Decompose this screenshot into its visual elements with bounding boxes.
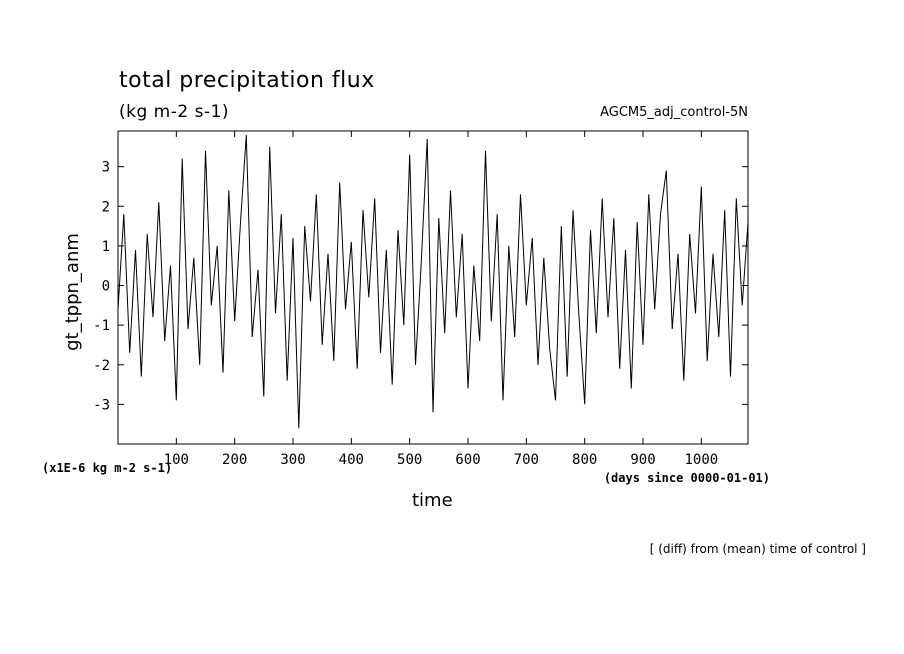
- x-axis-label: time: [412, 490, 453, 511]
- x-tick-label: 500: [397, 452, 422, 468]
- y-tick-label: -1: [93, 318, 110, 334]
- run-label: AGCM5_adj_control-5N: [600, 105, 748, 120]
- series-line: [117, 134, 749, 429]
- x-tick-label: 1000: [684, 452, 718, 468]
- y-scale-note: (x1E-6 kg m-2 s-1): [42, 461, 173, 475]
- footer-note: [ (diff) from (mean) time of control ]: [649, 542, 866, 556]
- y-tick-label: -3: [93, 397, 110, 413]
- y-tick-label: 3: [102, 160, 110, 176]
- y-tick-label: 2: [102, 199, 110, 215]
- chart-title: total precipitation flux: [119, 68, 375, 93]
- x-axis-ticks: 100 200 300 400 500 600 700 800 900 1000: [164, 131, 718, 468]
- x-tick-label: 800: [572, 452, 597, 468]
- plot-frame: [117, 130, 749, 445]
- y-tick-label: 0: [102, 279, 110, 295]
- x-tick-label: 600: [455, 452, 480, 468]
- x-tick-label: 400: [339, 452, 364, 468]
- y-tick-label: -2: [93, 358, 110, 374]
- x-axis-unit: (days since 0000-01-01): [603, 471, 770, 485]
- x-tick-label: 700: [514, 452, 539, 468]
- y-tick-label: 1: [102, 239, 110, 255]
- x-tick-label: 100: [164, 452, 189, 468]
- y-axis-label: gt_tppn_anm: [62, 233, 83, 351]
- x-tick-label: 900: [630, 452, 655, 468]
- y-axis-ticks: -3 -2 -1 0 1 2 3: [93, 160, 748, 413]
- x-tick-label: 300: [280, 452, 305, 468]
- chart-subtitle-units: (kg m-2 s-1): [119, 102, 230, 122]
- x-tick-label: 200: [222, 452, 247, 468]
